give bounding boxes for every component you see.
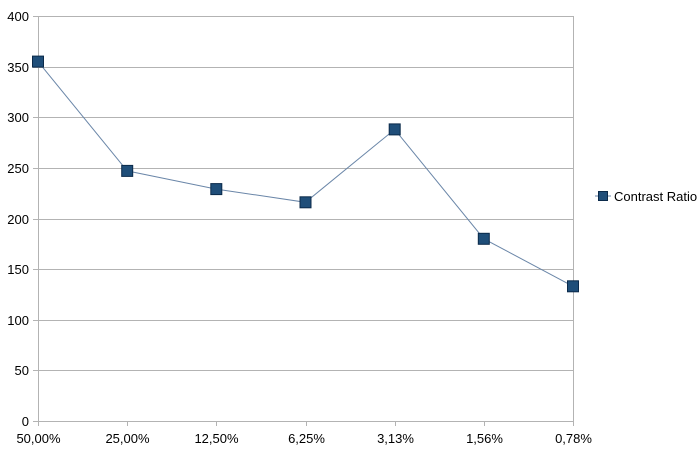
y-tick-labels: 0 50 100 150 200 250 300 350 400 [7,9,29,429]
x-tick-label: 25,00% [105,431,150,446]
data-point-marker [567,280,579,293]
y-tick-label: 50 [15,363,29,378]
x-tick-labels: 50,00% 25,00% 12,50% 6,25% 3,13% 1,56% 0,78% [16,431,592,446]
legend: Contrast Ratio [595,189,697,204]
y-tick-label: 250 [7,161,29,176]
series-line [37,61,574,287]
y-tick-label: 350 [7,60,29,75]
data-point-marker [210,183,223,196]
axes [33,16,574,426]
data-point-marker [388,123,401,136]
x-tick-label: 12,50% [194,431,239,446]
y-tick-label: 0 [22,414,29,429]
x-tick-label: 6,25% [288,431,325,446]
data-point-marker [299,196,312,209]
y-tick-label: 400 [7,9,29,24]
legend-marker-swatch [598,191,608,201]
x-tick-label: 1,56% [466,431,503,446]
series-layer [32,55,579,293]
data-point-marker [477,232,490,245]
y-tick-label: 300 [7,110,29,125]
x-tick-label: 3,13% [377,431,414,446]
x-tick-label: 0,78% [555,431,592,446]
y-tick-label: 100 [7,313,29,328]
data-point-marker [32,55,44,68]
legend-label: Contrast Ratio [614,189,697,204]
y-tick-label: 150 [7,262,29,277]
data-point-marker [121,164,134,177]
grid-lines [38,16,573,371]
y-tick-label: 200 [7,212,29,227]
x-tick-label: 50,00% [16,431,61,446]
